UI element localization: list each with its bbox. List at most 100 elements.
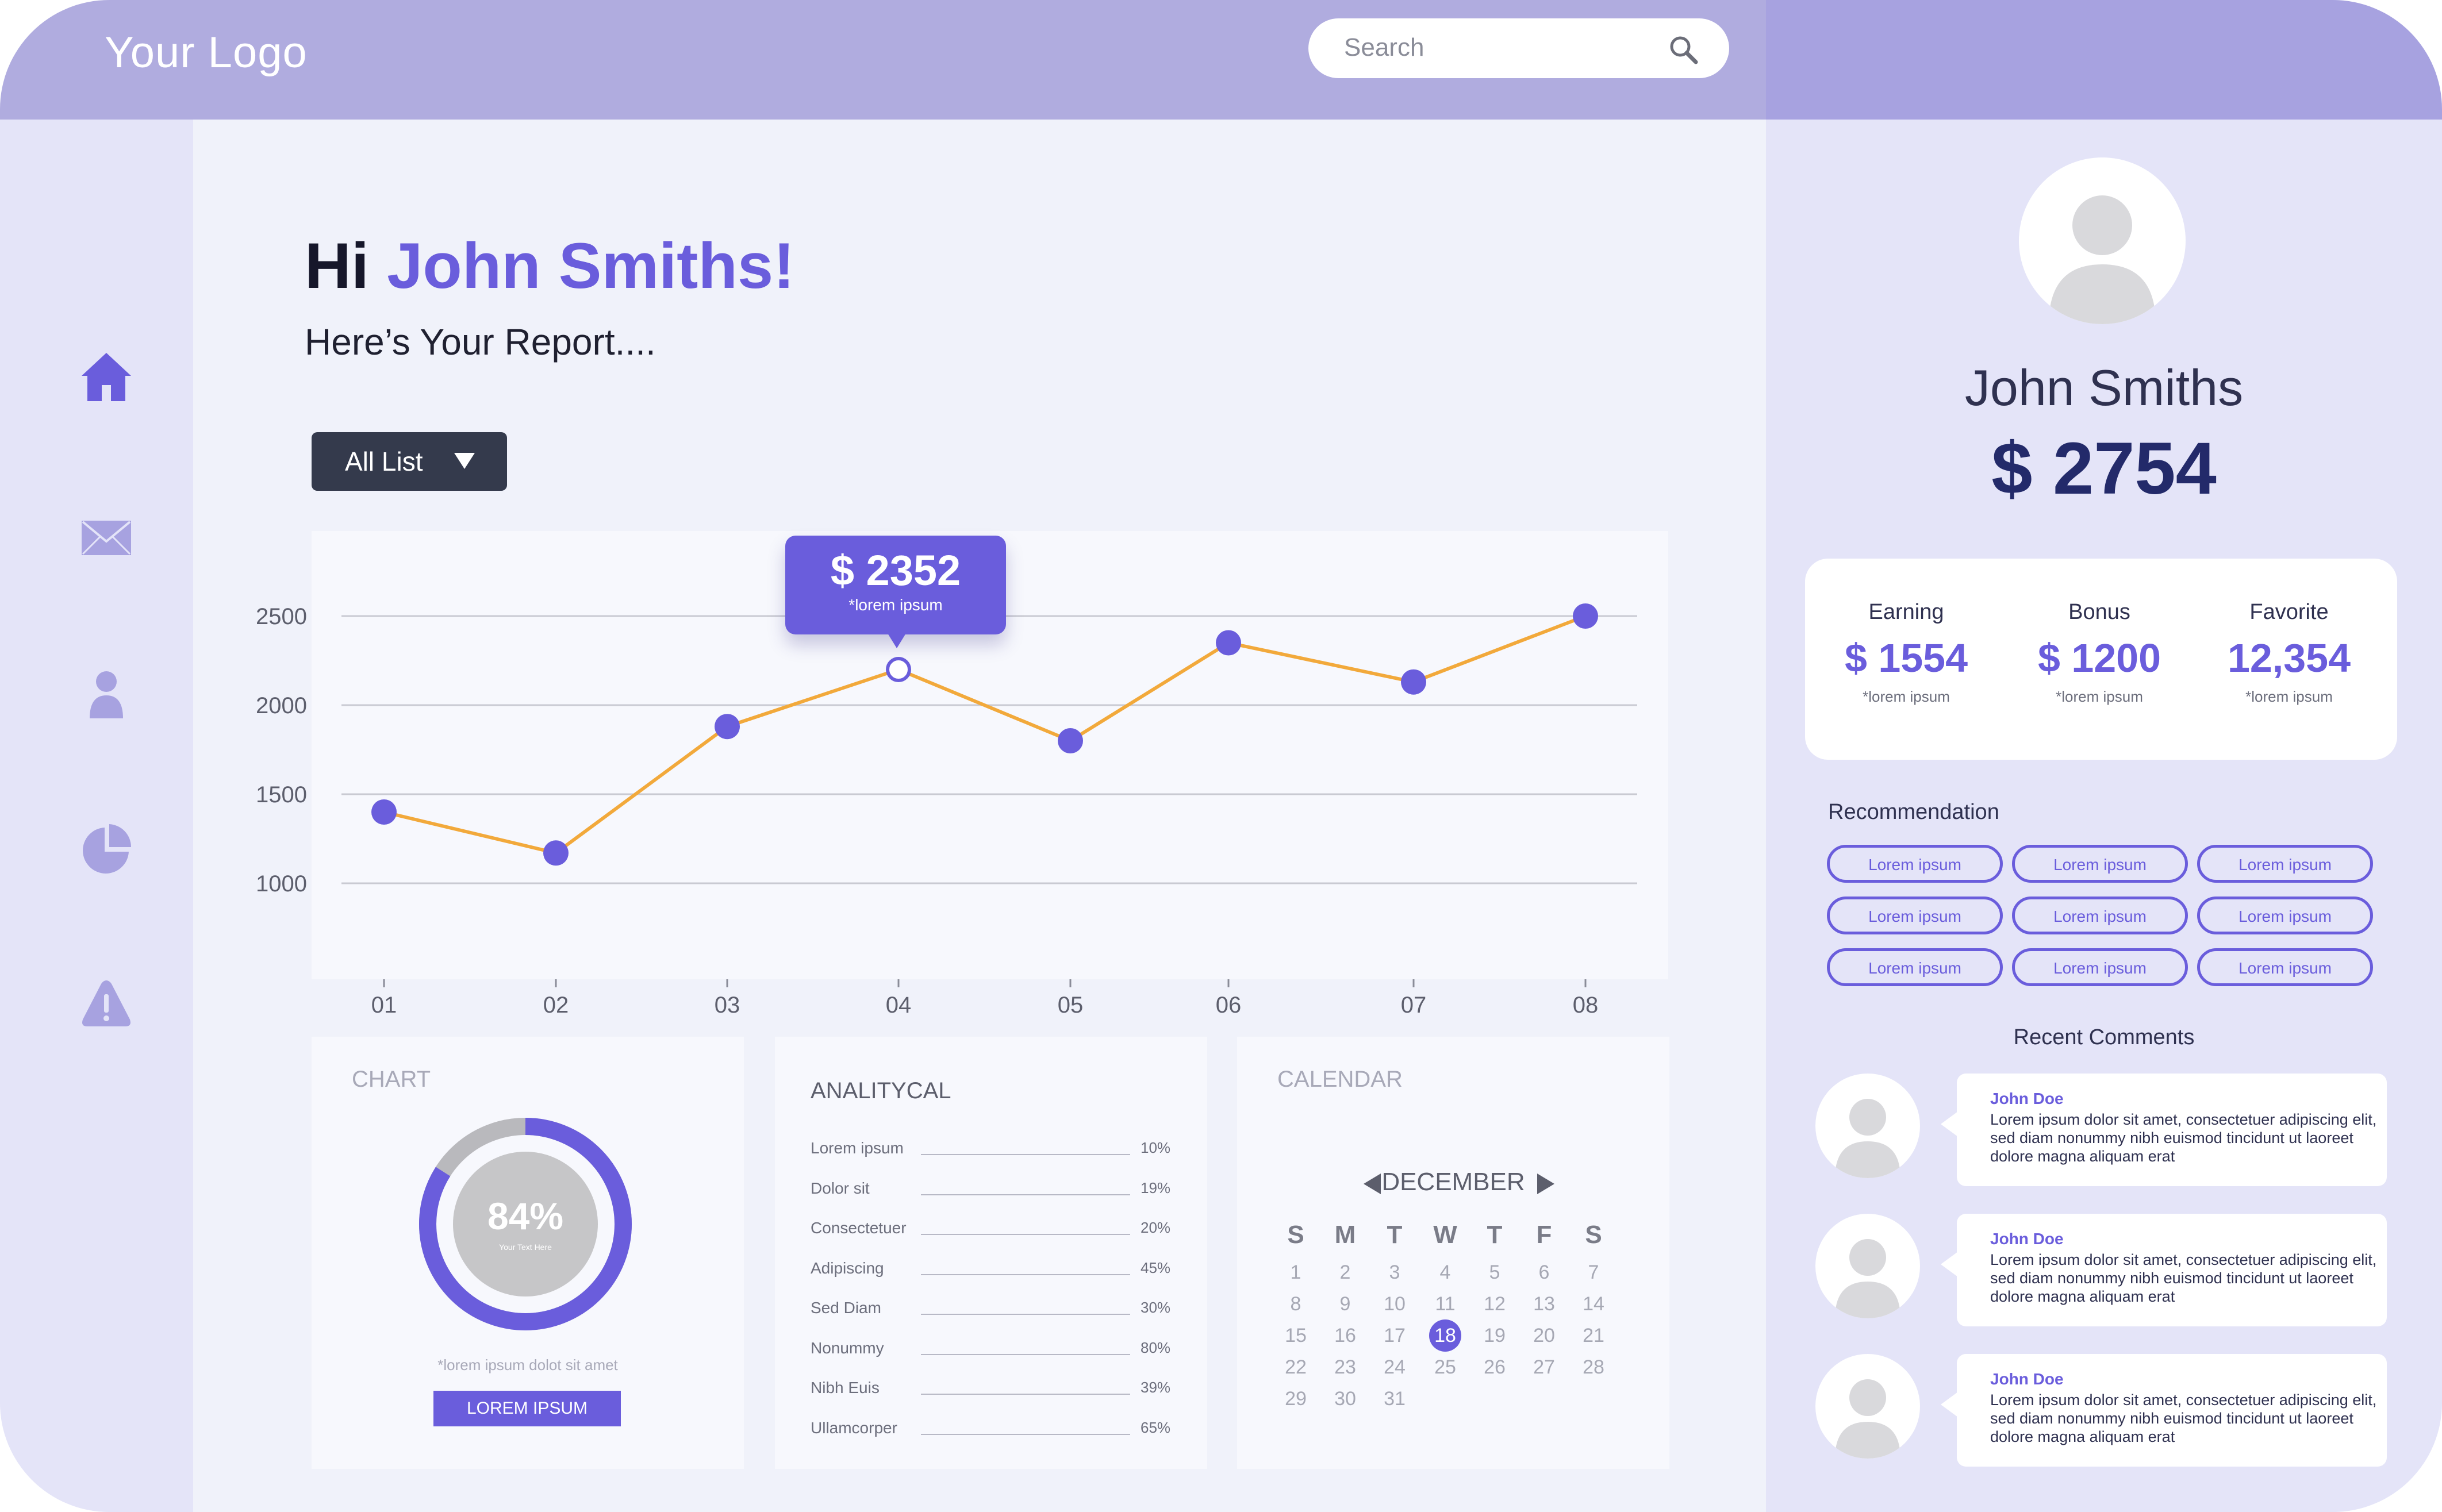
alert-icon[interactable] [79,977,133,1031]
calendar-day[interactable]: 3 [1389,1261,1400,1283]
analytics-row: Nonummy 80% [811,1339,1178,1362]
analytics-percent: 20% [1141,1219,1171,1236]
recommendation-pill[interactable]: Lorem ipsum [2197,845,2373,883]
comment-author[interactable]: John Doe [1990,1370,2064,1388]
chart-card-title: CHART [352,1067,431,1092]
analytics-line [921,1353,1130,1355]
analytics-line [921,1394,1130,1395]
calendar-day[interactable]: 13 [1533,1293,1555,1315]
calendar-day[interactable]: 10 [1384,1293,1406,1315]
tooltip-pointer [888,633,906,648]
analytics-title: ANALITYCAL [811,1078,951,1103]
y-tick-label: 2000 [256,693,307,718]
search-bar[interactable]: Search [1308,18,1729,78]
logo[interactable]: Your Logo [105,28,308,77]
calendar-day[interactable]: 23 [1334,1356,1356,1378]
calendar-prev-icon[interactable] [1364,1174,1381,1194]
avatar-icon [1835,1379,1900,1459]
calendar-title: CALENDAR [1277,1067,1403,1092]
data-point [1058,728,1083,753]
calendar-day[interactable]: 15 [1285,1325,1307,1346]
calendar-day[interactable]: 29 [1285,1388,1307,1410]
recommendation-pill[interactable]: Lorem ipsum [2012,948,2188,986]
analytics-line [921,1234,1130,1235]
recommendation-pill[interactable]: Lorem ipsum [2012,897,2188,934]
lorem-ipsum-button[interactable]: LOREM IPSUM [433,1391,621,1426]
stat-earning: Earning $ 1554 *lorem ipsum [1809,600,2004,706]
comment-avatar[interactable] [1815,1354,1920,1459]
calendar-day[interactable]: 9 [1339,1293,1351,1315]
calendar-day[interactable]: 24 [1384,1356,1406,1378]
y-tick-label: 1500 [256,782,307,807]
y-tick-label: 2500 [256,604,307,629]
analytics-row: Dolor sit 19% [811,1179,1178,1202]
calendar-day[interactable]: 1 [1290,1261,1301,1283]
x-tick-label: 02 [543,992,569,1018]
recommendation-pill[interactable]: Lorem ipsum [1827,897,2003,934]
filter-label: All List [345,447,423,476]
calendar-day[interactable]: 7 [1588,1261,1599,1283]
calendar-day-selected[interactable]: 18 [1434,1325,1456,1346]
calendar-day[interactable]: 21 [1583,1325,1604,1346]
calendar-day[interactable]: 31 [1384,1388,1406,1410]
comment-author[interactable]: John Doe [1990,1090,2064,1107]
sidebar [0,120,193,1512]
calendar-selected-marker [1429,1319,1461,1352]
calendar-day[interactable]: 28 [1583,1356,1604,1378]
calendar-day[interactable]: 6 [1538,1261,1550,1283]
calendar-day[interactable]: 16 [1334,1325,1356,1346]
pie-chart-icon[interactable] [79,822,133,876]
donut-subtext: Your Text Here [499,1242,552,1252]
analytics-line [921,1274,1130,1275]
calendar-day[interactable]: 22 [1285,1356,1307,1378]
recommendation-pill[interactable]: Lorem ipsum [2197,897,2373,934]
analytics-percent: 19% [1141,1179,1171,1196]
user-icon[interactable] [79,667,133,721]
calendar-weekday: S [1585,1221,1602,1249]
calendar-day[interactable]: 4 [1439,1261,1451,1283]
stat-label: Favorite [2249,600,2329,624]
greeting-prefix: Hi [305,230,387,302]
calendar-weekday: T [1487,1221,1503,1249]
recommendation-pill[interactable]: Lorem ipsum [2197,948,2373,986]
x-tick-label: 04 [886,992,912,1018]
comment-avatar[interactable] [1815,1214,1920,1318]
calendar-day[interactable]: 14 [1583,1293,1604,1315]
comment-avatar[interactable] [1815,1074,1920,1178]
calendar-day[interactable]: 20 [1533,1325,1555,1346]
analytics-label: Adipiscing [811,1259,884,1277]
home-icon[interactable] [79,349,133,403]
analytics-label: Sed Diam [811,1299,881,1317]
calendar-day[interactable]: 27 [1533,1356,1555,1378]
calendar-day[interactable]: 19 [1484,1325,1506,1346]
recommendation-pill[interactable]: Lorem ipsum [2012,845,2188,883]
calendar-next-icon[interactable] [1537,1174,1554,1194]
search-icon[interactable] [1668,34,1699,66]
calendar-day[interactable]: 25 [1434,1356,1456,1378]
y-tick-label: 1000 [256,871,307,897]
filter-dropdown[interactable]: All List [312,432,507,491]
analytics-row: Nibh Euis 39% [811,1379,1178,1402]
chart-card-caption: *lorem ipsum dolot sit amet [437,1356,618,1374]
comment-author[interactable]: John Doe [1990,1230,2064,1248]
profile-avatar[interactable] [2019,157,2186,324]
recommendation-pill[interactable]: Lorem ipsum [1827,845,2003,883]
calendar-day[interactable]: 8 [1290,1293,1301,1315]
calendar-day[interactable]: 12 [1484,1293,1506,1315]
calendar-weekday: S [1287,1221,1304,1249]
calendar-day[interactable]: 11 [1435,1293,1456,1315]
analytics-line [921,1154,1130,1155]
search-input[interactable]: Search [1344,33,1424,61]
donut-percent: 84% [487,1195,564,1237]
calendar-day[interactable]: 17 [1384,1325,1406,1346]
greeting-title: Hi John Smiths! [305,229,794,303]
mail-icon[interactable] [79,510,133,564]
tooltip-value: $ 2352 [830,547,961,594]
calendar-weekday: W [1433,1221,1457,1249]
recommendation-pill[interactable]: Lorem ipsum [1827,948,2003,986]
calendar-day[interactable]: 2 [1339,1261,1351,1283]
calendar-day[interactable]: 5 [1489,1261,1500,1283]
calendar-day[interactable]: 30 [1334,1388,1356,1410]
calendar-day[interactable]: 26 [1484,1356,1506,1378]
